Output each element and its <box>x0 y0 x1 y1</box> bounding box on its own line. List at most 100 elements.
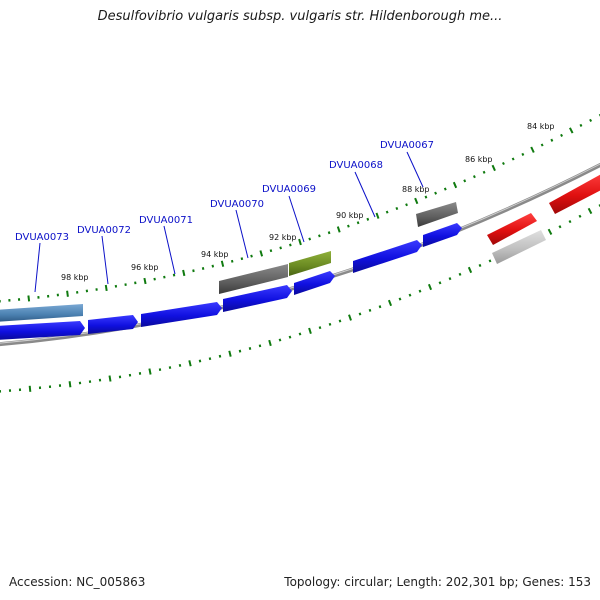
reverse-strand-features <box>487 172 600 264</box>
leader-line-dvua0071 <box>163 225 176 275</box>
minor-tick <box>578 214 582 218</box>
leader-line-dvua0067 <box>406 151 424 188</box>
gene-arrow-dvua0071[interactable] <box>141 302 222 327</box>
gene-arrow-dvua0072[interactable] <box>88 315 138 334</box>
minor-tick <box>208 357 212 361</box>
feature-track-upper <box>0 202 458 322</box>
minor-tick <box>472 175 476 179</box>
feature-gray-dvua0070[interactable] <box>219 264 288 294</box>
feature-green-dvua0069[interactable] <box>289 251 331 276</box>
gene-arrow[interactable] <box>0 321 85 340</box>
minor-tick <box>163 275 166 279</box>
minor-tick <box>521 152 525 156</box>
major-tick <box>414 197 419 205</box>
minor-tick <box>356 221 360 225</box>
gene-arrow-dvua0069-lower[interactable] <box>294 271 335 295</box>
minor-tick <box>328 322 332 326</box>
major-tick <box>228 350 232 357</box>
minor-tick <box>463 179 467 183</box>
minor-tick <box>248 347 252 350</box>
minor-tick <box>408 293 412 297</box>
major-tick <box>569 127 574 134</box>
tick-label-88kbp: 88 kbp <box>402 185 430 194</box>
accession-text: Accession: NC_005863 <box>9 575 146 589</box>
minor-tick <box>201 267 205 270</box>
major-tick <box>68 381 72 388</box>
tick-label-84kbp: 84 kbp <box>527 122 555 131</box>
gene-label-dvua0073[interactable]: DVUA0073 <box>15 232 69 243</box>
minor-tick <box>211 264 215 268</box>
gene-label-dvua0069[interactable]: DVUA0069 <box>262 184 316 195</box>
minor-tick <box>338 319 342 323</box>
minor-tick <box>558 225 562 229</box>
minor-tick <box>288 335 292 339</box>
gene-arrow-dvua0068[interactable] <box>353 240 422 273</box>
minor-tick <box>308 237 312 241</box>
minor-tick <box>434 191 438 195</box>
minor-tick <box>568 220 572 224</box>
major-tick <box>491 164 496 172</box>
feature-steel-blue[interactable] <box>0 304 83 322</box>
minor-tick <box>540 143 544 147</box>
minor-tick <box>218 354 222 358</box>
minor-tick <box>385 210 389 214</box>
gene-label-dvua0070[interactable]: DVUA0070 <box>210 199 264 210</box>
minor-tick <box>318 326 322 330</box>
minor-tick <box>153 277 156 281</box>
gene-label-leaders <box>34 151 424 293</box>
major-tick <box>259 250 264 257</box>
minor-tick <box>230 259 234 263</box>
minor-tick <box>368 308 372 312</box>
minor-tick <box>298 332 302 336</box>
minor-tick <box>395 206 399 211</box>
minor-tick <box>560 133 563 137</box>
minor-tick <box>358 312 362 316</box>
minor-tick <box>168 366 172 370</box>
major-tick <box>104 284 108 292</box>
tick-labels: 84 kbp 86 kbp 88 kbp 90 kbp 92 kbp 94 kb… <box>61 122 555 282</box>
minor-tick <box>278 338 282 342</box>
feature-gray-dvua0067[interactable] <box>416 202 458 227</box>
major-tick <box>268 339 272 347</box>
minor-tick <box>550 138 554 142</box>
minor-tick <box>198 359 202 363</box>
minor-tick <box>258 344 262 348</box>
gene-label-dvua0071[interactable]: DVUA0071 <box>139 215 193 226</box>
major-tick <box>375 212 380 219</box>
minor-tick <box>424 195 428 199</box>
minor-tick <box>279 246 282 250</box>
gene-arrow-reverse-partial[interactable] <box>549 172 600 214</box>
gene-arrow-dvua0070[interactable] <box>223 285 292 312</box>
tick-label-92kbp: 92 kbp <box>269 233 297 242</box>
major-tick <box>143 277 147 285</box>
minor-tick <box>240 257 244 261</box>
minor-tick <box>327 231 331 235</box>
gene-labels: DVUA0067 DVUA0068 DVUA0069 DVUA0070 DVUA… <box>15 140 434 243</box>
tick-label-94kbp: 94 kbp <box>201 250 229 259</box>
major-tick <box>298 238 302 246</box>
minor-tick <box>482 170 486 174</box>
minor-tick <box>178 363 182 367</box>
gene-arrow-dvua0067-lower[interactable] <box>423 223 462 247</box>
major-tick <box>28 385 32 392</box>
genome-summary-text: Topology: circular; Length: 202,301 bp; … <box>284 575 591 589</box>
leader-line-dvua0073 <box>34 242 41 293</box>
minor-tick <box>398 297 402 301</box>
major-tick <box>452 181 458 189</box>
major-tick <box>220 260 225 267</box>
feature-light-gray[interactable] <box>492 230 546 264</box>
minor-tick <box>478 263 482 267</box>
major-tick <box>27 295 31 302</box>
gene-label-dvua0072[interactable]: DVUA0072 <box>77 225 131 236</box>
major-tick <box>182 269 186 277</box>
minor-tick <box>579 123 583 127</box>
minor-tick <box>238 349 242 353</box>
gene-label-dvua0068[interactable]: DVUA0068 <box>329 160 383 171</box>
minor-tick <box>448 277 452 281</box>
minor-tick <box>250 254 253 258</box>
leader-line-dvua0072 <box>101 235 109 285</box>
gene-label-dvua0067[interactable]: DVUA0067 <box>380 140 434 151</box>
minor-tick <box>589 118 593 122</box>
gene-arrow-reverse[interactable] <box>487 213 537 245</box>
